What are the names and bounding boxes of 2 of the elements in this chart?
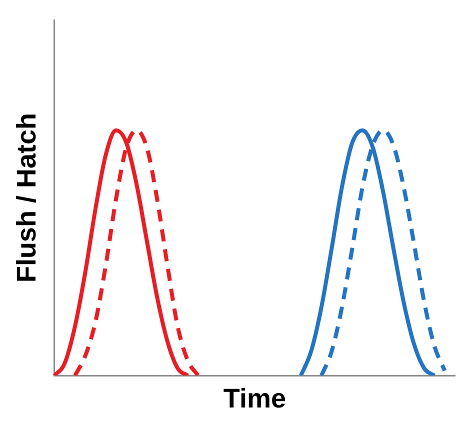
x-axis-title: Time <box>223 383 286 414</box>
y-axis-title: Flush / Hatch <box>12 113 42 283</box>
